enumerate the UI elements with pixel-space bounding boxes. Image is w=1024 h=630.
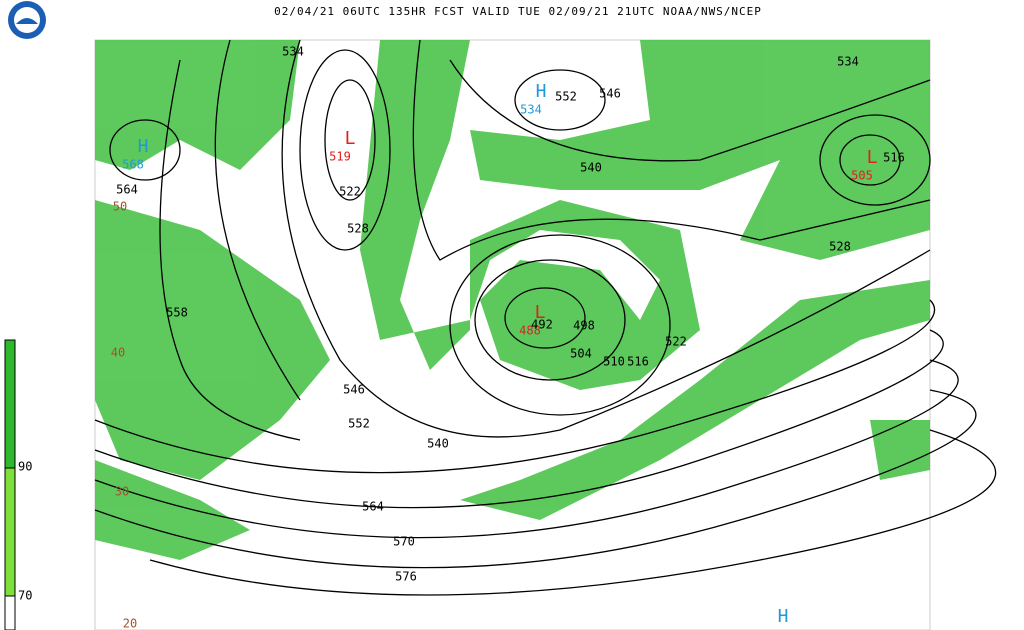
contour-label: 528 [829, 240, 851, 254]
legend [4, 339, 16, 630]
contour-label: 516 [627, 355, 649, 369]
contour-label: 546 [599, 87, 621, 101]
contour-label: 558 [166, 306, 188, 320]
center-value: 505 [851, 169, 873, 183]
thickness-label: 40 [111, 346, 125, 360]
pressure-center: L [535, 302, 546, 323]
contour-label: 564 [116, 183, 138, 197]
center-value: 488 [519, 324, 541, 338]
contour-label: 510 [603, 355, 625, 369]
center-value: 534 [520, 103, 542, 117]
center-value: 519 [329, 150, 351, 164]
title: 02/04/21 06UTC 135HR FCST VALID TUE 02/0… [274, 5, 762, 18]
legend-label: 90 [18, 460, 32, 474]
contour-label: 498 [573, 319, 595, 333]
contour-label: 540 [580, 161, 602, 175]
contour-label: 570 [393, 535, 415, 549]
contour-label: 516 [883, 151, 905, 165]
thickness-label: 30 [115, 485, 129, 499]
contour-label: 492 [531, 318, 553, 332]
pressure-center: H [778, 606, 789, 627]
noaa-logo [8, 1, 46, 39]
contour-label: 534 [837, 55, 859, 69]
pressure-center: H [536, 81, 547, 102]
contour-label: 546 [343, 383, 365, 397]
pressure-center: H [138, 136, 149, 157]
contour-label: 522 [339, 185, 361, 199]
legend-label: 70 [18, 589, 32, 603]
pressure-center: L [345, 128, 356, 149]
pressure-center: L [867, 147, 878, 168]
contour-label: 534 [282, 45, 304, 59]
contour-label: 552 [555, 90, 577, 104]
map [94, 39, 997, 630]
contour-label: 552 [348, 417, 370, 431]
contour-label: 528 [347, 222, 369, 236]
thickness-label: 50 [113, 200, 127, 214]
contour-label: 522 [665, 335, 687, 349]
thickness-label: 20 [123, 617, 137, 630]
contour-label: 576 [395, 570, 417, 584]
contour-label: 540 [427, 437, 449, 451]
contour-label: 564 [362, 500, 384, 514]
contour-label: 504 [570, 347, 592, 361]
center-value: 568 [122, 158, 144, 172]
